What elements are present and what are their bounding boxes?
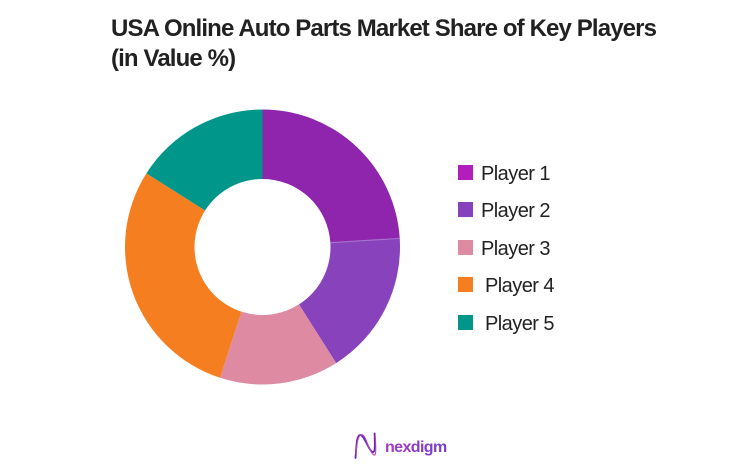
svg-text:nexdigm: nexdigm <box>385 439 447 456</box>
